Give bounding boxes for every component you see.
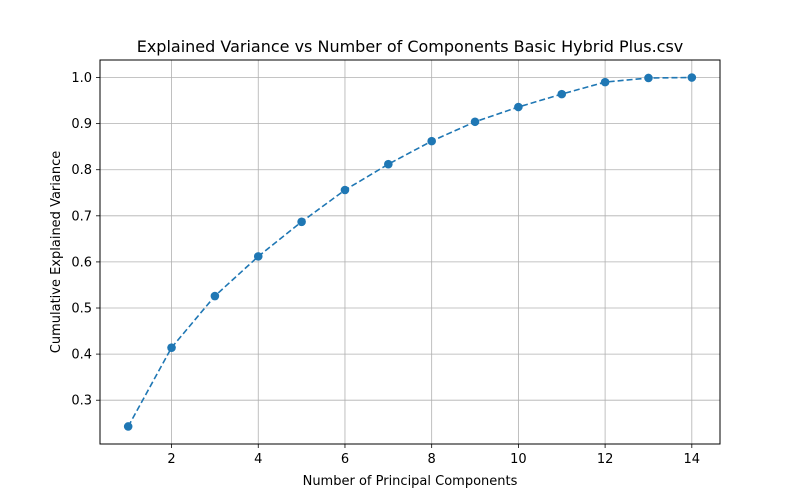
series-layer xyxy=(123,73,697,431)
series-line xyxy=(127,76,692,427)
data-point xyxy=(123,422,133,431)
y-tick-label: 0.8 xyxy=(71,163,92,178)
x-tick-label: 14 xyxy=(684,452,701,467)
data-point xyxy=(427,136,436,146)
plot-frame xyxy=(99,59,721,445)
chart-title: Explained Variance vs Number of Componen… xyxy=(137,37,684,56)
y-axis-label: Cumulative Explained Variance xyxy=(49,151,64,353)
y-tick-label: 1.0 xyxy=(71,71,92,86)
y-tick-label: 0.7 xyxy=(71,209,92,224)
grid xyxy=(100,60,720,444)
y-tick-label: 0.4 xyxy=(71,348,92,363)
y-axis-ticks: 0.3 0.4 0.5 0.6 0.7 0.8 0.9 1.0 xyxy=(71,71,100,409)
x-tick-label: 4 xyxy=(254,452,262,467)
data-point xyxy=(340,185,350,195)
data-point xyxy=(384,159,393,169)
y-tick-label: 0.3 xyxy=(71,394,92,409)
x-tick-label: 10 xyxy=(510,452,527,467)
x-tick-label: 12 xyxy=(597,452,614,467)
x-tick-label: 2 xyxy=(167,452,175,467)
x-axis-label: Number of Principal Components xyxy=(303,474,518,489)
x-tick-label: 8 xyxy=(428,452,436,467)
data-point xyxy=(470,117,480,127)
data-point xyxy=(167,343,176,352)
y-tick-label: 0.5 xyxy=(71,302,92,317)
data-point xyxy=(557,89,567,99)
data-point xyxy=(514,102,523,112)
x-tick-label: 6 xyxy=(341,452,349,467)
y-tick-label: 0.9 xyxy=(71,117,92,132)
x-axis-ticks: 2 4 6 8 10 12 14 xyxy=(167,444,700,467)
data-point xyxy=(600,77,610,87)
data-point xyxy=(253,252,263,261)
y-tick-label: 0.6 xyxy=(71,255,92,270)
data-point xyxy=(687,73,697,82)
data-point xyxy=(644,73,653,83)
data-point xyxy=(210,291,220,301)
data-point xyxy=(297,217,306,227)
